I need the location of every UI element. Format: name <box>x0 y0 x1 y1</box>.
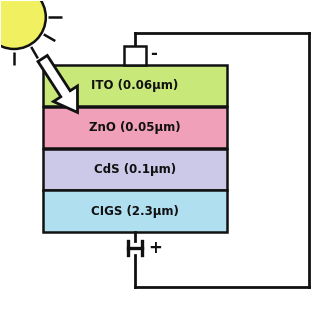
Bar <box>124 46 146 65</box>
Text: +: + <box>148 239 162 257</box>
Text: CdS (0.1μm): CdS (0.1μm) <box>93 163 176 176</box>
Bar <box>43 148 227 190</box>
Bar <box>43 107 227 148</box>
Text: ZnO (0.05μm): ZnO (0.05μm) <box>89 121 180 134</box>
Bar <box>43 65 227 106</box>
Text: CIGS (2.3μm): CIGS (2.3μm) <box>91 204 179 218</box>
Text: ITO (0.06μm): ITO (0.06μm) <box>91 79 178 92</box>
FancyArrow shape <box>38 55 77 112</box>
Circle shape <box>0 0 46 49</box>
Bar <box>43 190 227 232</box>
Text: -: - <box>150 45 157 63</box>
